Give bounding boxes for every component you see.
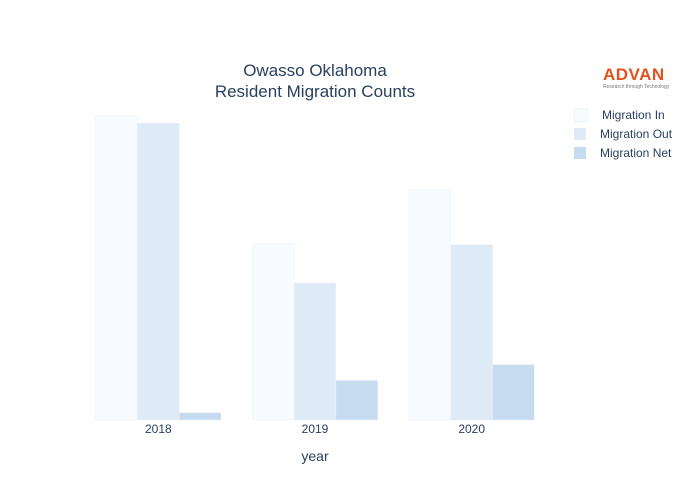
x-tick-label-2020: 2020: [458, 422, 485, 436]
legend-label: Migration Net: [600, 145, 672, 160]
logo-tagline: Research through Technology: [603, 84, 670, 90]
advan-logo: ADVAN Research through Technology: [603, 65, 670, 91]
x-axis-title: year: [301, 448, 329, 464]
legend-swatch-migration-net: [574, 146, 586, 159]
legend-label: Migration Out: [600, 126, 673, 141]
chart-title-line-2: Resident Migration Counts: [215, 82, 415, 101]
legend-item-migration-in[interactable]: Migration In: [574, 105, 672, 124]
legend-swatch-migration-in: [574, 107, 588, 122]
bar-migration-out-2020[interactable]: [450, 244, 493, 421]
x-tick-labels: 2018 2019 2020: [145, 422, 485, 436]
bar-migration-out-2019[interactable]: [293, 282, 337, 421]
legend-label: Migration In: [602, 107, 665, 122]
legend-item-migration-out[interactable]: Migration Out: [574, 124, 672, 143]
bar-migration-in-2018[interactable]: [95, 115, 138, 421]
bar-migration-out-2018[interactable]: [137, 122, 180, 421]
bar-migration-net-2018[interactable]: [178, 412, 222, 421]
bars-group: [95, 115, 535, 421]
x-tick-label-2019: 2019: [302, 422, 329, 436]
logo-wordmark: ADVAN: [603, 65, 665, 84]
bar-migration-in-2020[interactable]: [408, 189, 452, 421]
bar-migration-net-2020[interactable]: [492, 364, 535, 421]
bar-migration-net-2019[interactable]: [335, 380, 378, 421]
legend: Migration In Migration Out Migration Net: [574, 105, 672, 162]
bar-migration-in-2019[interactable]: [252, 243, 295, 421]
chart-title-line-1: Owasso Oklahoma: [243, 61, 387, 80]
legend-item-migration-net[interactable]: Migration Net: [574, 143, 672, 162]
x-tick-label-2018: 2018: [145, 422, 172, 436]
legend-swatch-migration-out: [574, 127, 586, 140]
